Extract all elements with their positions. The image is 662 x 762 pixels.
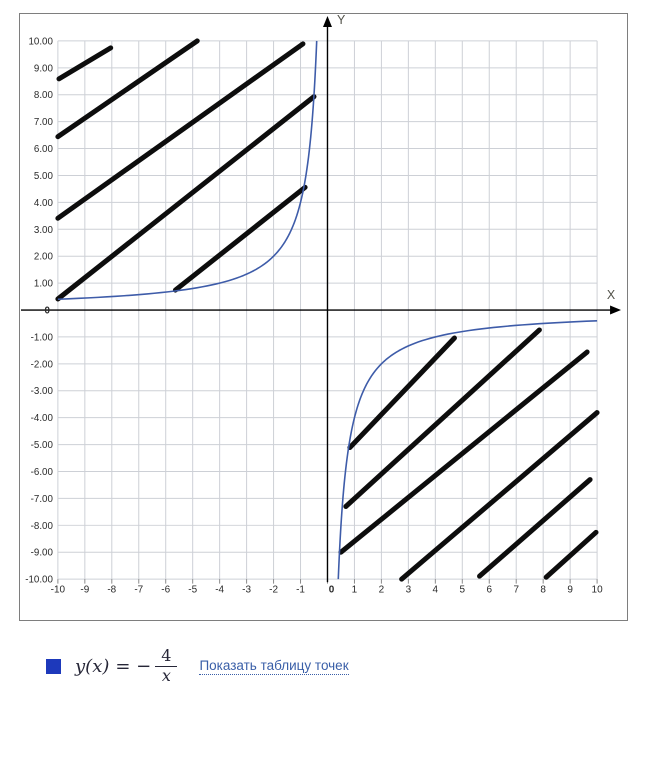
y-tick-label: 4.00	[34, 198, 54, 209]
x-axis-label: X	[607, 288, 616, 302]
hatch-region	[55, 38, 600, 582]
x-tick-label: -5	[188, 585, 197, 596]
show-points-table-link[interactable]: Показать таблицу точек	[199, 657, 349, 675]
x-tick-label: -3	[242, 585, 251, 596]
fraction-numerator: 4	[161, 646, 172, 666]
y-tick-label: 7.00	[34, 117, 54, 128]
y-tick-label: -9.00	[31, 548, 54, 559]
legend-swatch	[46, 658, 61, 674]
plot-area: X Y 10.00 9.00 8.00 7.00 6.00 5.00 4.00 3.00 2.00 1…	[19, 13, 628, 621]
hatch-line	[347, 335, 457, 451]
function-formula: y(x) = − 4 x	[75, 646, 178, 685]
x-tick-label: -9	[80, 585, 89, 596]
y-tick-label: -3.00	[31, 386, 54, 397]
y-tick-label: -5.00	[31, 440, 54, 451]
y-tick-label: 6.00	[34, 144, 54, 155]
y-tick-label: 10.00	[28, 36, 53, 47]
x-tick-label: 7	[513, 585, 519, 596]
y-axis-arrow	[323, 15, 332, 27]
x-tick-label: -4	[215, 585, 224, 596]
x-tick-label: 6	[486, 585, 492, 596]
x-tick-label: -7	[134, 585, 143, 596]
x-tick-label: 2	[379, 585, 385, 596]
x-tick-label: 5	[460, 585, 466, 596]
y-tick-label: -10.00	[25, 575, 53, 586]
x-tick-label: 3	[406, 585, 412, 596]
x-tick-label: 8	[540, 585, 546, 596]
curve	[57, 40, 598, 580]
hatch-line	[477, 477, 593, 579]
formula-fraction: 4 x	[155, 646, 178, 685]
legend: y(x) = − 4 x Показать таблицу точек	[46, 638, 349, 694]
fraction-bar	[155, 665, 178, 667]
curve-right-branch	[337, 319, 598, 580]
curve-left-branch	[57, 40, 318, 301]
y-axis-label: Y	[337, 14, 346, 27]
x-tick-labels: -10 -9 -8 -7 -6 -5 -4 -3 -2 -1 0 1 2 3 4 5 6 7 8 9 10	[51, 585, 603, 596]
x-tick-label: -6	[161, 585, 170, 596]
y-tick-labels: 10.00 9.00 8.00 7.00 6.00 5.00 4.00 3.00 2.00 1.0…	[25, 36, 53, 585]
formula-equals: = −	[115, 655, 152, 677]
x-tick-label: -8	[107, 585, 116, 596]
y-tick-label: -2.00	[31, 359, 54, 370]
y-tick-label: 2.00	[34, 252, 54, 263]
formula-lhs: y(x)	[75, 655, 110, 677]
hatch-line	[543, 529, 599, 580]
y-tick-label: 8.00	[34, 90, 54, 101]
x-tick-label: 4	[433, 585, 439, 596]
x-tick-label: -2	[269, 585, 278, 596]
y-tick-label: -4.00	[31, 413, 54, 424]
y-tick-label: 0	[44, 306, 50, 317]
y-tick-label: 1.00	[34, 279, 54, 290]
x-tick-label: 9	[567, 585, 573, 596]
x-tick-label: 10	[592, 585, 604, 596]
x-tick-label: -10	[51, 585, 66, 596]
hatch-line	[338, 349, 590, 555]
x-tick-label: -1	[296, 585, 305, 596]
axes	[20, 15, 622, 583]
axis-letters: XY	[337, 14, 616, 302]
hatch-line	[56, 45, 114, 82]
hatch-line	[343, 327, 542, 509]
y-tick-label: -8.00	[31, 521, 54, 532]
hatch-line	[172, 184, 308, 293]
hatch-line	[55, 94, 317, 302]
function-plot: XY10.009.008.007.006.005.004.003.002.001…	[20, 14, 622, 596]
y-tick-label: 9.00	[34, 63, 54, 74]
fraction-denominator: x	[161, 665, 171, 685]
y-tick-label: 3.00	[34, 225, 54, 236]
x-tick-label: 0	[329, 585, 335, 596]
hatch-line	[55, 41, 306, 221]
y-tick-label: -6.00	[31, 467, 54, 478]
hatch-line	[399, 410, 600, 582]
x-tick-label: 1	[352, 585, 358, 596]
y-tick-label: -7.00	[31, 494, 54, 505]
x-axis-arrow	[610, 305, 622, 315]
y-tick-label: -1.00	[31, 332, 54, 343]
y-tick-label: 5.00	[34, 171, 54, 182]
tick-marks	[57, 579, 598, 584]
hatch-line	[55, 38, 200, 140]
